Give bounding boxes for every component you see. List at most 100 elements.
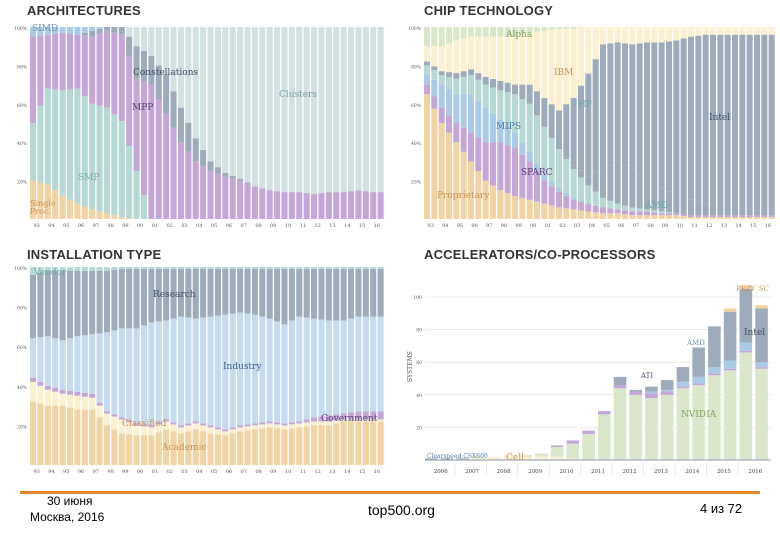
- segment-vendor: [200, 267, 207, 269]
- segment-industry: [229, 313, 236, 428]
- segment-sparc: [673, 213, 680, 216]
- bar-nvidia: [566, 443, 580, 459]
- segment-vendor: [214, 267, 221, 269]
- segment-industry: [66, 338, 74, 391]
- bar-intel: [660, 380, 674, 390]
- segment-vendor: [148, 267, 155, 269]
- segment-hp: [614, 203, 621, 210]
- segment-mpp: [89, 36, 96, 104]
- bar-cell: [535, 456, 548, 460]
- segment-research: [200, 268, 207, 318]
- segment-academic: [355, 421, 362, 465]
- segment-research: [118, 268, 125, 329]
- x-tick-label: 2015: [717, 469, 731, 475]
- segment-mpp: [296, 192, 303, 219]
- systems-axis-label: SYSTEMS: [407, 351, 414, 382]
- bar-nvidia: [723, 370, 737, 460]
- segment-mpp: [311, 194, 318, 219]
- segment-intel: [490, 78, 497, 88]
- segment-mpp: [333, 192, 340, 219]
- segment-alpha: [578, 27, 585, 28]
- x-tick-label: 12: [315, 223, 321, 229]
- segment-classified: [311, 421, 318, 426]
- x-tick-label: 14: [344, 469, 350, 475]
- bar-amd: [645, 391, 658, 394]
- y-tick-label: 80: [416, 328, 422, 334]
- bar-amd: [692, 376, 705, 384]
- segment-constellations: [118, 27, 125, 35]
- segment-proprietary: [438, 123, 445, 219]
- segment-mips: [468, 94, 475, 133]
- segment-classified: [362, 419, 369, 422]
- single-label: Single: [30, 199, 56, 208]
- x-tick-label: 08: [255, 469, 261, 475]
- segment-smp: [96, 105, 103, 212]
- chip-technology-chart: 100% 80% 60% 40% 20% 93 94 95 96 97 98 99 00 01 02 03 04…: [408, 26, 775, 229]
- bar-cell: [487, 456, 501, 460]
- segment-single-proc-: [74, 203, 81, 219]
- smp-label: SMP: [78, 173, 99, 183]
- segment-simd: [74, 27, 81, 35]
- installation-type-chart: 100% 80% 60% 40% 20% 93 94 95 96 97 98 99 00 01 02 03 04…: [14, 266, 384, 475]
- segment-hp: [504, 92, 511, 126]
- segment-amd: [658, 188, 665, 212]
- segment-proprietary: [504, 193, 511, 219]
- segment-research: [37, 272, 44, 338]
- segment-intel: [512, 84, 519, 95]
- segment-classified: [244, 426, 251, 431]
- bar-amd: [660, 389, 674, 392]
- bar-intel: [629, 389, 643, 392]
- segment-proprietary: [446, 132, 453, 219]
- segment-classified: [348, 419, 355, 422]
- segment-vendor: [155, 267, 162, 269]
- segment-government: [52, 387, 59, 392]
- accelerators-chart: 100 80 60 40 20 2006 2007 2008 2009 2010 2011 2012 2…: [407, 285, 771, 476]
- segment-industry: [170, 318, 177, 423]
- bar-nvidia: [739, 352, 753, 460]
- segment-mpp: [355, 190, 362, 219]
- segment-mips: [431, 79, 438, 97]
- segment-classified: [30, 381, 37, 402]
- footer-site: top500.org: [368, 502, 435, 518]
- bar-ati: [645, 393, 658, 399]
- y-tick-label: 20%: [17, 180, 28, 186]
- segment-clusters: [266, 27, 273, 191]
- mpp-label: MPP: [132, 103, 153, 113]
- y-tick-label: 60%: [17, 345, 28, 351]
- segment-smp: [89, 103, 96, 210]
- segment-intel: [724, 34, 731, 207]
- x-tick-label: 97: [93, 469, 99, 475]
- segment-academic: [311, 425, 318, 465]
- bar-ati: [739, 350, 753, 353]
- segment-constellations: [244, 182, 251, 184]
- segment-academic: [81, 409, 88, 465]
- segment-research: [74, 270, 81, 337]
- segment-proprietary: [490, 185, 497, 219]
- segment-vendor: [126, 267, 133, 269]
- x-tick-label: 02: [559, 223, 565, 229]
- segment-intel: [746, 34, 753, 210]
- segment-intel: [680, 38, 687, 197]
- segment-ibm: [607, 27, 614, 44]
- segment-ibm: [695, 27, 702, 36]
- segment-intel: [585, 73, 592, 177]
- segment-intel: [482, 76, 489, 85]
- segment-alpha: [519, 27, 526, 35]
- segment-sparc: [680, 214, 687, 217]
- segment-ibm: [460, 38, 467, 72]
- segment-mips: [570, 197, 577, 200]
- x-tick-label: 09: [270, 223, 276, 229]
- segment-mpp: [214, 173, 221, 219]
- segment-ibm: [424, 46, 431, 62]
- x-tick-label: 16: [765, 223, 771, 229]
- segment-government: [81, 392, 88, 397]
- segment-research: [192, 268, 199, 319]
- bar-amd: [723, 360, 737, 369]
- segment-sparc: [717, 215, 724, 218]
- segment-clusters: [311, 27, 318, 195]
- bar-amd: [708, 367, 721, 374]
- segment-hp: [475, 79, 482, 101]
- segment-sparc: [578, 201, 585, 211]
- segment-classified: [177, 427, 184, 434]
- bar-ati: [550, 445, 564, 447]
